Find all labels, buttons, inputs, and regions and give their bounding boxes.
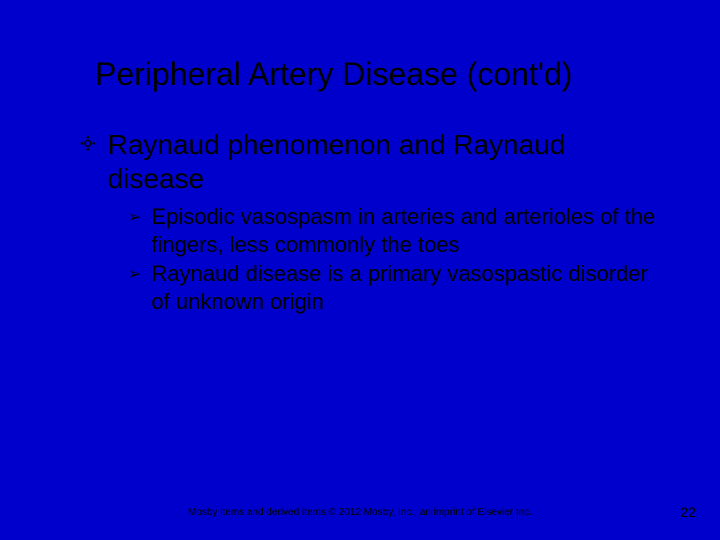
bullet-level2: ➢ Episodic vasospasm in arteries and art… (128, 203, 660, 258)
bullet-level2: ➢ Raynaud disease is a primary vasospast… (128, 260, 660, 315)
bullet-marker-curly: ༓ (80, 128, 96, 159)
slide-title: Peripheral Artery Disease (cont'd) (95, 56, 572, 93)
bullet-marker-arrow: ➢ (128, 207, 141, 229)
bullet-text: Episodic vasospasm in arteries and arter… (151, 203, 660, 258)
bullet-text: Raynaud phenomenon and Raynaud disease (108, 128, 660, 195)
bullet-level1: ༓ Raynaud phenomenon and Raynaud disease (80, 128, 660, 195)
bullet-text: Raynaud disease is a primary vasospastic… (151, 260, 660, 315)
content-area: ༓ Raynaud phenomenon and Raynaud disease… (80, 128, 660, 317)
slide: Peripheral Artery Disease (cont'd) ༓ Ray… (0, 0, 720, 540)
page-number: 22 (680, 504, 696, 520)
bullet-marker-arrow: ➢ (128, 264, 141, 286)
copyright-footer: Mosby items and derived items © 2012 Mos… (0, 507, 720, 518)
sub-bullets: ➢ Episodic vasospasm in arteries and art… (128, 203, 660, 315)
